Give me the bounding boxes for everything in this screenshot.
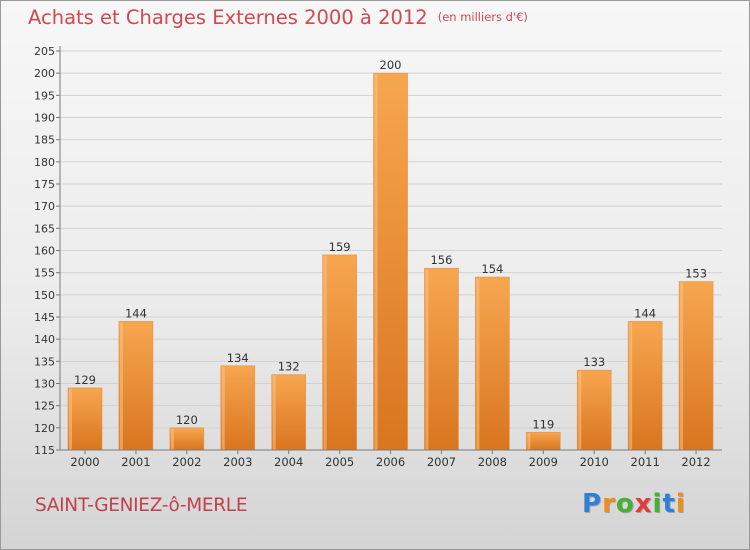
bar-highlight	[323, 255, 327, 450]
bar-highlight	[374, 74, 378, 451]
bar	[424, 267, 459, 451]
y-tick-label: 180	[34, 156, 55, 169]
data-label: 132	[278, 360, 300, 374]
x-tick-label: 2012	[681, 455, 710, 469]
bar	[322, 254, 357, 451]
axes: 115 120 125 130 135 140 145 150 155 160 165 170 175 1…	[34, 45, 722, 469]
chart-title: Achats et Charges Externes 2000 à 2012 (e…	[28, 6, 528, 29]
logo-letter: P	[582, 489, 603, 519]
y-tick-label: 120	[34, 422, 55, 435]
bar	[576, 369, 612, 451]
bar-highlight	[221, 366, 225, 450]
bar-highlight	[170, 428, 174, 450]
y-tick-label: 195	[34, 89, 55, 102]
logo-letter: o	[615, 489, 635, 519]
logo-letter: x	[634, 489, 653, 519]
y-tick-label: 175	[34, 178, 55, 191]
bar-highlight	[629, 322, 633, 450]
bar	[627, 321, 663, 451]
y-tick-label: 160	[34, 245, 55, 258]
bar-highlight	[69, 388, 72, 450]
city-name: SAINT-GENIEZ-ô-MERLE	[35, 495, 248, 516]
y-tick-label: 150	[34, 289, 55, 302]
x-tick-label: 2007	[427, 455, 456, 469]
bar	[373, 72, 408, 451]
bar-highlight	[272, 375, 276, 450]
y-tick-label: 165	[34, 222, 55, 235]
bar-highlight	[119, 322, 123, 450]
bar	[475, 276, 510, 451]
data-label: 119	[532, 417, 554, 431]
bar-highlight	[527, 433, 531, 450]
bar	[118, 321, 154, 451]
bar	[678, 281, 714, 451]
title-text: Achats et Charges Externes 2000 à 2012	[28, 6, 428, 29]
y-tick-label: 115	[34, 444, 55, 457]
y-tick-label: 145	[34, 311, 55, 324]
bar-highlight	[680, 282, 684, 450]
y-tick-label: 200	[34, 67, 55, 80]
x-tick-label: 2011	[631, 455, 660, 469]
bar	[169, 427, 205, 451]
y-tick-label: 190	[34, 112, 55, 125]
data-label: 120	[176, 413, 198, 427]
logo-letter: t	[662, 489, 676, 519]
data-label: 133	[583, 355, 605, 369]
bar-highlight	[578, 371, 582, 450]
y-tick-label: 155	[34, 267, 55, 280]
x-tick-label: 2008	[478, 455, 507, 469]
logo-letter: i	[652, 489, 663, 519]
x-tick-label: 2000	[70, 455, 99, 469]
data-label: 134	[227, 351, 249, 365]
x-tick-label: 2002	[172, 455, 201, 469]
proxiti-logo[interactable]: Proxiti	[582, 489, 686, 519]
logo-letter: r	[602, 489, 616, 519]
data-label: 144	[634, 306, 656, 320]
bar-highlight	[425, 269, 429, 450]
y-tick-label: 185	[34, 134, 55, 147]
data-labels: 129 144 120 134 132 159 200 156 154 119 133 144 153	[74, 58, 707, 431]
title-unit: (en milliers d'€)	[437, 10, 528, 24]
x-tick-label: 2003	[223, 455, 252, 469]
x-tick-label: 2005	[325, 455, 354, 469]
x-tick-label: 2001	[121, 455, 150, 469]
bar-highlight	[476, 278, 480, 450]
bar	[67, 387, 103, 451]
y-tick-label: 170	[34, 200, 55, 213]
data-label: 154	[481, 262, 503, 276]
x-tick-label: 2010	[580, 455, 609, 469]
data-label: 153	[685, 267, 707, 281]
y-tick-label: 130	[34, 378, 55, 391]
bar	[220, 365, 256, 451]
data-label: 144	[125, 306, 147, 320]
x-tick-label: 2006	[376, 455, 405, 469]
data-label: 156	[430, 253, 452, 267]
data-label: 200	[380, 58, 402, 72]
bars	[67, 72, 714, 451]
y-tick-label: 140	[34, 333, 55, 346]
y-tick-label: 205	[34, 45, 55, 58]
data-label: 129	[74, 373, 96, 387]
bar	[271, 374, 306, 451]
x-tick-label: 2009	[529, 455, 558, 469]
data-label: 159	[329, 240, 351, 254]
logo-letter: i	[675, 489, 686, 519]
y-tick-label: 135	[34, 355, 55, 368]
x-tick-label: 2004	[274, 455, 303, 469]
y-tick-label: 125	[34, 400, 55, 413]
bar	[526, 431, 561, 451]
